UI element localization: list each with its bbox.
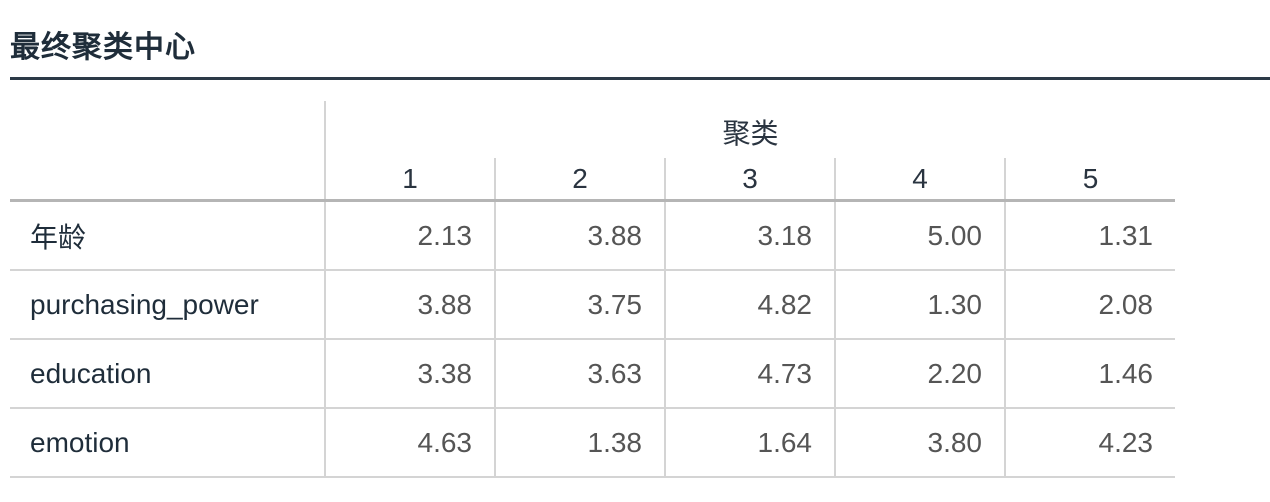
cluster-header-3: 3: [664, 158, 835, 201]
table-cell: 3.63: [494, 338, 665, 408]
cluster-group-header: 聚类: [324, 101, 1175, 158]
row-label: purchasing_power: [10, 269, 325, 339]
cluster-centers-table: 聚类 1 2 3 4 5 年龄 2.13 3.88 3.18 5.00 1.31…: [10, 101, 1175, 478]
table-cell: 3.88: [324, 269, 495, 339]
page-title: 最终聚类中心: [10, 31, 196, 64]
table-cell: 2.20: [834, 338, 1005, 408]
row-label: 年龄: [10, 199, 325, 270]
table-cell: 3.80: [834, 407, 1005, 478]
table-cell: 1.64: [664, 407, 835, 478]
table-cell: 3.75: [494, 269, 665, 339]
table-cell: 4.63: [324, 407, 495, 478]
cluster-header-4: 4: [834, 158, 1005, 201]
cluster-header-1: 1: [324, 158, 495, 201]
table-cell: 2.13: [324, 199, 495, 270]
table-row: emotion 4.63 1.38 1.64 3.80 4.23: [10, 407, 1175, 478]
table-cell: 4.23: [1004, 407, 1175, 478]
table-cell: 3.38: [324, 338, 495, 408]
header-number-row: 1 2 3 4 5: [10, 158, 1175, 201]
table-cell: 4.73: [664, 338, 835, 408]
cluster-header-2: 2: [494, 158, 665, 201]
table-cell: 1.38: [494, 407, 665, 478]
row-label: emotion: [10, 407, 325, 478]
header-corner-cell: [10, 158, 325, 201]
table-cell: 5.00: [834, 199, 1005, 270]
table-cell: 2.08: [1004, 269, 1175, 339]
table-row: 年龄 2.13 3.88 3.18 5.00 1.31: [10, 199, 1175, 270]
header-group-row: 聚类: [10, 101, 1175, 158]
table-cell: 1.46: [1004, 338, 1175, 408]
row-label: education: [10, 338, 325, 408]
table-cell: 1.30: [834, 269, 1005, 339]
title-divider: [10, 77, 1270, 80]
table-cell: 3.88: [494, 199, 665, 270]
table-cell: 3.18: [664, 199, 835, 270]
cluster-header-5: 5: [1004, 158, 1175, 201]
table-cell: 1.31: [1004, 199, 1175, 270]
header-corner-cell: [10, 101, 325, 158]
table-row: education 3.38 3.63 4.73 2.20 1.46: [10, 338, 1175, 408]
table-cell: 4.82: [664, 269, 835, 339]
table-row: purchasing_power 3.88 3.75 4.82 1.30 2.0…: [10, 269, 1175, 339]
